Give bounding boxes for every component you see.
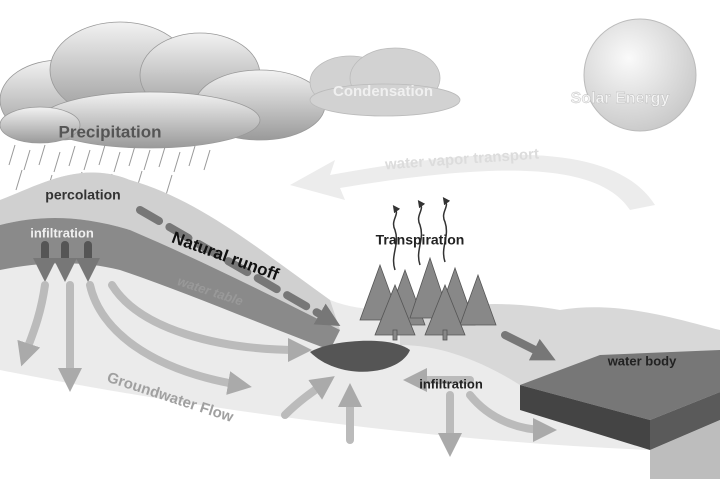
rain-cloud — [0, 22, 325, 148]
sun — [584, 19, 696, 131]
condensation-label: Condensation — [333, 83, 433, 100]
solar-energy-label: Solar Energy — [571, 90, 670, 107]
infiltration-label: infiltration — [30, 225, 94, 240]
percolation-label: percolation — [45, 187, 120, 203]
water-body-label: water body — [607, 353, 677, 368]
infiltration-label: infiltration — [419, 376, 483, 391]
precipitation-label: Precipitation — [59, 122, 162, 141]
water-cycle-diagram: Precipitation Condensation Solar Energy … — [0, 0, 720, 479]
transpiration-label: Transpiration — [376, 232, 465, 248]
